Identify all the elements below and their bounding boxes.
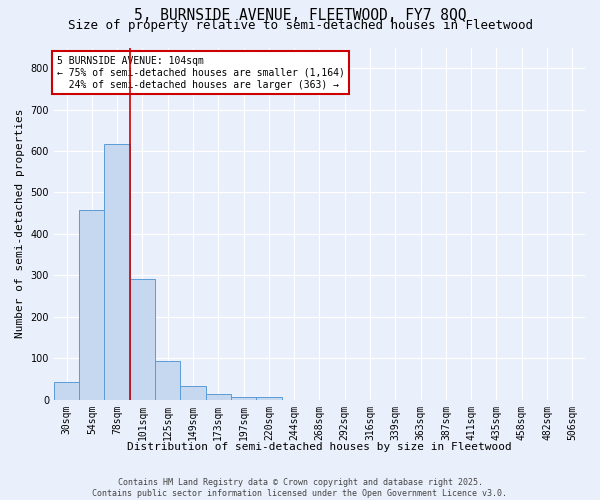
Text: Contains HM Land Registry data © Crown copyright and database right 2025.
Contai: Contains HM Land Registry data © Crown c… bbox=[92, 478, 508, 498]
Bar bbox=[79, 210, 104, 400]
Bar bbox=[206, 394, 231, 400]
Bar bbox=[181, 386, 206, 400]
Bar bbox=[54, 382, 79, 400]
X-axis label: Distribution of semi-detached houses by size in Fleetwood: Distribution of semi-detached houses by … bbox=[127, 442, 512, 452]
Bar bbox=[256, 396, 281, 400]
Bar bbox=[231, 396, 256, 400]
Bar bbox=[155, 361, 181, 400]
Bar bbox=[104, 144, 130, 400]
Bar bbox=[130, 280, 155, 400]
Text: Size of property relative to semi-detached houses in Fleetwood: Size of property relative to semi-detach… bbox=[67, 19, 533, 32]
Y-axis label: Number of semi-detached properties: Number of semi-detached properties bbox=[15, 109, 25, 338]
Text: 5 BURNSIDE AVENUE: 104sqm
← 75% of semi-detached houses are smaller (1,164)
  24: 5 BURNSIDE AVENUE: 104sqm ← 75% of semi-… bbox=[56, 56, 344, 90]
Text: 5, BURNSIDE AVENUE, FLEETWOOD, FY7 8QQ: 5, BURNSIDE AVENUE, FLEETWOOD, FY7 8QQ bbox=[134, 8, 466, 22]
